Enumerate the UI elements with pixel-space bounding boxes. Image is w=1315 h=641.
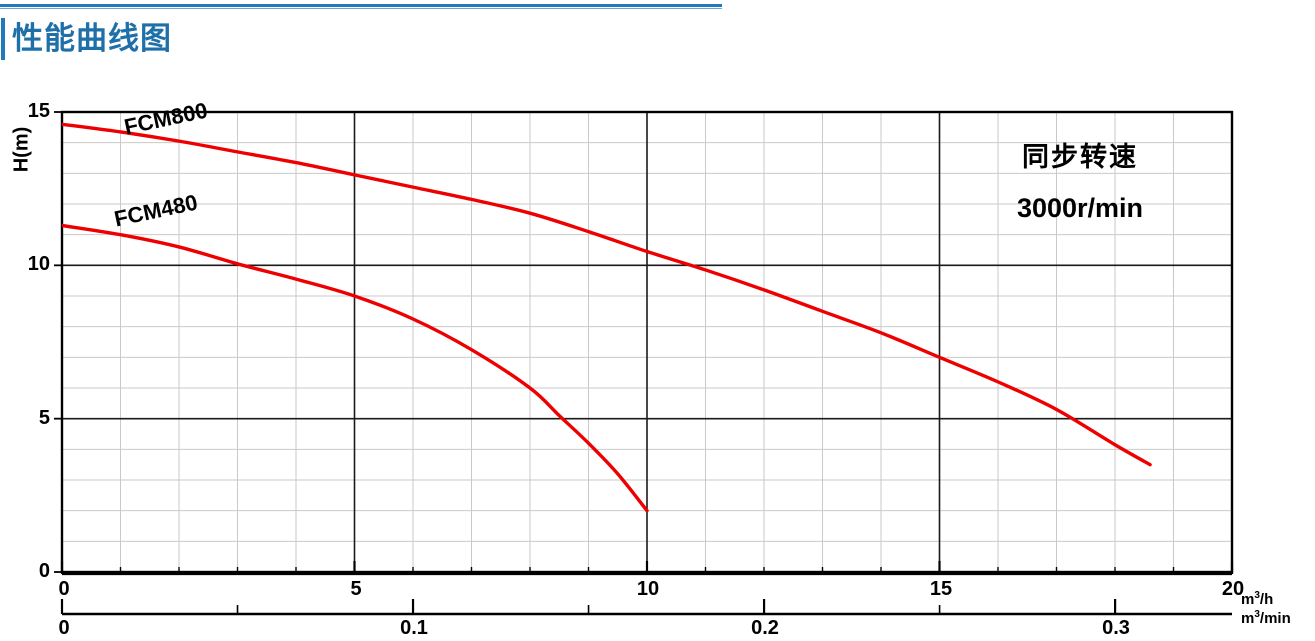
data-curves [62, 122, 1152, 513]
y-tick-label-15: 15 [27, 100, 50, 122]
page-title: 性能曲线图 [12, 21, 172, 56]
y-tick-label-5: 5 [38, 407, 50, 429]
x-tick-label-15: 15 [929, 578, 953, 600]
y-tick-label-10: 10 [27, 253, 50, 275]
unit-text-m3min: m3/min [1241, 609, 1291, 627]
x2-tick-label-0: 0 [58, 617, 70, 639]
performance-curve-chart: H(m) 15 10 5 0 0 5 10 15 20 0 0.1 0.2 0.… [0, 90, 1315, 641]
annotation-speed-label: 同步转速 [1022, 142, 1138, 172]
unit-label-m3min: m3/min [1241, 609, 1291, 627]
y-tick-label-0: 0 [38, 560, 50, 582]
curve-fcm800 [62, 122, 1152, 467]
curve-fcm480 [62, 223, 649, 513]
y-axis-title: H(m) [10, 126, 33, 173]
x-axis-secondary [60, 599, 1232, 616]
title-accent-bar [1, 18, 5, 60]
x-tick-label-5: 5 [350, 578, 362, 600]
x-tick-label-0: 0 [58, 578, 70, 600]
x-tick-label-10: 10 [636, 578, 660, 600]
annotation-speed-value: 3000r/min [1016, 193, 1144, 223]
x-tick-label-20: 20 [1221, 578, 1245, 600]
unit-label-m3h: m3/h [1241, 590, 1273, 608]
x-axis-primary [60, 561, 1234, 576]
plot-canvas [54, 110, 1234, 616]
unit-text-m3h: m3/h [1241, 590, 1274, 608]
x2-tick-label-0.2: 0.2 [751, 617, 779, 639]
major-gridlines [62, 112, 1232, 572]
y-axis-ticks [54, 111, 62, 573]
x2-tick-label-0.3: 0.3 [1102, 617, 1130, 639]
header-top-rule-secondary [0, 8, 722, 9]
x2-tick-label-0.1: 0.1 [400, 617, 428, 639]
header-top-rule [0, 4, 722, 7]
